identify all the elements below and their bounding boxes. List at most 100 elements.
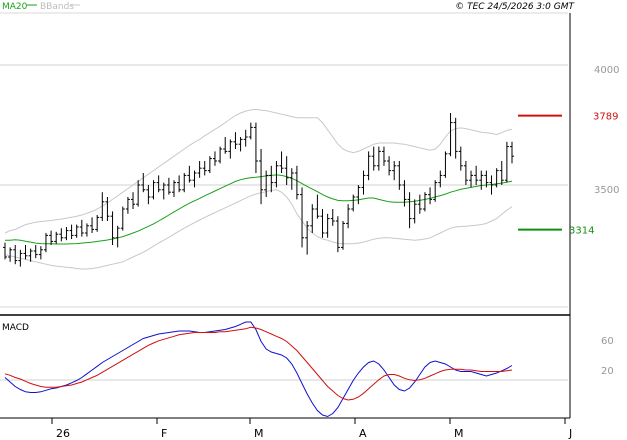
ohlc-bar — [8, 247, 13, 262]
price-panel: 3789 3314 4000 3500 — [0, 12, 619, 308]
bbands-line — [4, 108, 513, 234]
ohlc-bar — [428, 187, 433, 205]
ohlc-bar — [489, 175, 494, 195]
ohlc-bar — [402, 180, 407, 207]
y-tick-label-3500: 3500 — [594, 185, 619, 196]
x-tick-label: J — [568, 427, 572, 440]
ohlc-bar — [125, 197, 130, 214]
ohlc-bar — [64, 227, 69, 241]
ohlc-bar — [238, 137, 243, 152]
ohlc-bar — [151, 180, 156, 200]
ohlc-bar — [146, 185, 151, 205]
ohlc-bar — [284, 156, 289, 185]
ohlc-bar — [253, 122, 258, 173]
ohlc-bar — [479, 170, 484, 190]
level-label-support: 3314 — [569, 226, 594, 237]
ohlc-bar — [84, 223, 89, 237]
ma20-layer — [5, 174, 513, 245]
ohlc-bar — [207, 156, 212, 173]
ohlc-bar — [187, 165, 192, 183]
ohlc-bar — [320, 209, 325, 238]
ohlc-bar — [3, 242, 7, 260]
bbands-layer — [4, 108, 513, 270]
ohlc-bar — [438, 170, 443, 188]
ohlc-bar — [305, 221, 310, 255]
legend-bbands: BBands — [40, 2, 74, 12]
ohlc-bar — [54, 231, 59, 244]
ohlc-bar — [177, 175, 182, 193]
x-tick-label: A — [359, 427, 367, 440]
ohlc-bar — [341, 221, 345, 250]
ohlc-bar — [392, 161, 397, 181]
ohlc-bar — [228, 139, 233, 159]
ohlc-bar — [105, 197, 110, 221]
ohlc-bar — [310, 204, 315, 233]
ohlc-bar — [422, 192, 427, 212]
bbands-line — [4, 189, 513, 270]
ohlc-bar — [412, 199, 417, 224]
ohlc-bar — [28, 248, 33, 262]
ohlc-bar — [141, 173, 146, 193]
ohlc-bar — [110, 211, 115, 245]
ohlc-bar — [182, 173, 187, 193]
ohlc-bar — [469, 170, 474, 188]
ohlc-bar — [192, 170, 197, 188]
ohlc-bar — [95, 215, 100, 232]
macd-title: MACD — [2, 323, 29, 333]
ohlc-bar — [315, 194, 320, 219]
ohlc-bar — [259, 149, 264, 205]
ohlc-bar — [269, 165, 274, 193]
ohlc-bar — [156, 175, 161, 193]
ohlc-bar — [23, 245, 28, 260]
ohlc-bar — [407, 192, 412, 229]
ohlc-bar — [43, 233, 48, 253]
ohlc-bar — [463, 161, 468, 185]
ohlc-bar — [264, 170, 269, 197]
y-tick-label-4000: 4000 — [594, 65, 619, 76]
ohlc-bar — [218, 146, 223, 164]
ohlc-bar — [371, 146, 376, 171]
macd-y-tick-60: 60 — [601, 336, 614, 347]
x-axis-layer: 26 F M A M J — [51, 418, 572, 440]
ohlc-bar — [248, 122, 253, 140]
ohlc-bar — [448, 113, 453, 157]
ohlc-bar — [376, 146, 381, 171]
ohlc-bar — [197, 161, 202, 178]
ohlc-bar — [13, 245, 18, 265]
ohlc-bar — [510, 141, 514, 164]
signal-line — [4, 326, 513, 401]
macd-lines-layer — [4, 321, 513, 418]
ohlc-bar — [458, 146, 463, 171]
macd-y-tick-20: 20 — [601, 366, 614, 377]
ohlc-bar — [330, 209, 335, 226]
ohlc-bar — [100, 192, 105, 221]
ohlc-bar — [361, 170, 366, 195]
ohlc-bar — [136, 180, 141, 207]
ohlc-bar — [79, 219, 84, 237]
ohlc-bar — [381, 146, 386, 166]
ohlc-bar — [18, 249, 23, 267]
macd-panel: MACD 60 20 — [0, 321, 614, 418]
ohlc-bar — [212, 151, 217, 166]
ma20-line — [5, 174, 513, 245]
ohlc-bar — [387, 156, 392, 176]
ohlc-bar — [69, 224, 74, 239]
ohlc-bar — [115, 225, 120, 248]
ohlc-bar — [223, 137, 228, 154]
ohlc-bar — [499, 161, 504, 185]
ohlc-bar — [243, 129, 248, 147]
ohlc-bar — [417, 194, 422, 214]
ohlc-bar — [443, 151, 448, 178]
ohlc-bar — [366, 151, 371, 181]
ohlc-bar — [474, 165, 479, 185]
ohlc-bar — [494, 168, 499, 188]
ohlc-bar — [166, 177, 171, 195]
ohlc-bar — [356, 185, 361, 205]
ohlc-bar — [433, 180, 438, 202]
macd-line — [4, 321, 513, 418]
ohlc-bar — [131, 192, 136, 209]
ohlc-bar — [90, 217, 95, 233]
legend-ma20: MA20 — [2, 2, 28, 12]
x-tick-label: 26 — [56, 427, 70, 440]
